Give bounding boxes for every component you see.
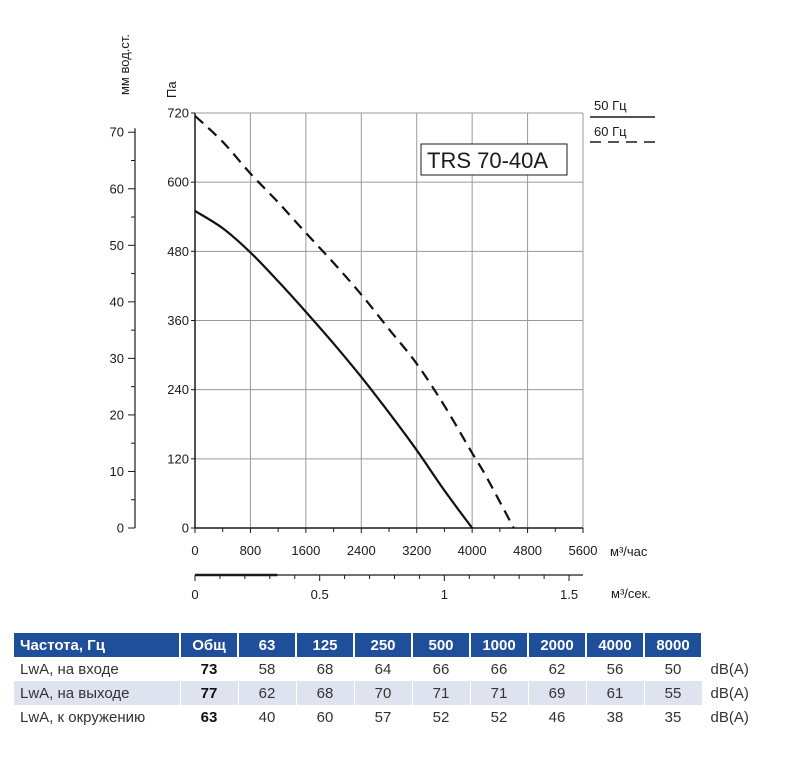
header-8000: 8000 bbox=[644, 633, 703, 657]
row-unit: dB(A) bbox=[702, 657, 760, 681]
cell-value: 66 bbox=[412, 657, 471, 681]
cell-value: 60 bbox=[296, 705, 355, 729]
cell-value: 66 bbox=[470, 657, 529, 681]
x-tick-label-m3s: 1.5 bbox=[560, 587, 578, 602]
cell-value: 56 bbox=[586, 657, 645, 681]
cell-value: 68 bbox=[296, 657, 355, 681]
y-tick-label-pa: 0 bbox=[182, 521, 189, 536]
cell-value: 40 bbox=[238, 705, 297, 729]
x-axis-unit-m3h: м³/час bbox=[610, 544, 648, 559]
cell-value: 46 bbox=[528, 705, 587, 729]
cell-value: 71 bbox=[470, 681, 529, 705]
header-1000: 1000 bbox=[470, 633, 529, 657]
model-label: TRS 70-40A bbox=[427, 148, 548, 173]
cell-value: 71 bbox=[412, 681, 471, 705]
x-tick-label-m3h: 4000 bbox=[458, 543, 487, 558]
header-2000: 2000 bbox=[528, 633, 587, 657]
x-tick-label-m3h: 1600 bbox=[291, 543, 320, 558]
cell-value: 52 bbox=[470, 705, 529, 729]
table-header-row: Частота, Гц Общ 63 125 250 500 1000 2000… bbox=[14, 633, 759, 657]
cell-value: 55 bbox=[644, 681, 703, 705]
model-label-box bbox=[420, 143, 568, 176]
cell-value: 50 bbox=[644, 657, 703, 681]
cell-value: 70 bbox=[354, 681, 413, 705]
sound-power-table: Частота, Гц Общ 63 125 250 500 1000 2000… bbox=[14, 633, 760, 729]
cell-value: 35 bbox=[644, 705, 703, 729]
header-125: 125 bbox=[296, 633, 355, 657]
x-tick-label-m3h: 2400 bbox=[347, 543, 376, 558]
y-tick-label-pa: 360 bbox=[167, 313, 189, 328]
header-500: 500 bbox=[412, 633, 471, 657]
cell-value: 69 bbox=[528, 681, 587, 705]
table-row: LwA, на выходе 77 62 68 70 71 71 69 61 5… bbox=[14, 681, 760, 705]
cell-value: 38 bbox=[586, 705, 645, 729]
legend-label-50hz: 50 Гц bbox=[594, 98, 627, 113]
y-tick-label-mm: 30 bbox=[110, 351, 124, 366]
cell-value: 52 bbox=[412, 705, 471, 729]
y-tick-label-pa: 240 bbox=[167, 382, 189, 397]
x-tick-label-m3h: 4800 bbox=[513, 543, 542, 558]
header-4000: 4000 bbox=[586, 633, 645, 657]
table-row: LwA, к окружению 63 40 60 57 52 52 46 38… bbox=[14, 705, 760, 729]
header-total: Общ bbox=[180, 633, 239, 657]
row-total: 77 bbox=[180, 681, 239, 705]
x-tick-label-m3h: 0 bbox=[191, 543, 198, 558]
cell-value: 62 bbox=[238, 681, 297, 705]
row-label: LwA, на входе bbox=[14, 657, 181, 681]
x-tick-label-m3h: 800 bbox=[240, 543, 262, 558]
y-tick-label-mm: 40 bbox=[110, 294, 124, 309]
x-tick-label-m3s: 0.5 bbox=[311, 587, 329, 602]
cell-value: 64 bbox=[354, 657, 413, 681]
x-tick-label-m3s: 1 bbox=[441, 587, 448, 602]
y-tick-label-pa: 480 bbox=[167, 244, 189, 259]
cell-value: 58 bbox=[238, 657, 297, 681]
y-tick-label-pa: 720 bbox=[167, 106, 189, 121]
legend-label-60hz: 60 Гц bbox=[594, 124, 627, 139]
y-tick-label-pa: 120 bbox=[167, 451, 189, 466]
row-unit: dB(A) bbox=[702, 705, 760, 729]
y-tick-label-mm: 10 bbox=[110, 464, 124, 479]
cell-value: 68 bbox=[296, 681, 355, 705]
y-axis-unit-pa: Па bbox=[164, 81, 179, 98]
curves bbox=[194, 115, 515, 529]
row-total: 63 bbox=[180, 705, 239, 729]
header-unit-spacer bbox=[702, 633, 759, 657]
cell-value: 61 bbox=[586, 681, 645, 705]
curve-50hz bbox=[194, 210, 474, 529]
row-unit: dB(A) bbox=[702, 681, 760, 705]
header-63: 63 bbox=[238, 633, 297, 657]
cell-value: 62 bbox=[528, 657, 587, 681]
row-total: 73 bbox=[180, 657, 239, 681]
row-label: LwA, на выходе bbox=[14, 681, 181, 705]
y-tick-label-pa: 600 bbox=[167, 175, 189, 190]
legend: 50 Гц 60 Гц bbox=[590, 98, 655, 143]
x-tick-label-m3s: 0 bbox=[191, 587, 198, 602]
x-tick-label-m3h: 3200 bbox=[402, 543, 431, 558]
table-row: LwA, на входе 73 58 68 64 66 66 62 56 50… bbox=[14, 657, 760, 681]
x-axis-unit-m3s: м³/сек. bbox=[611, 586, 651, 601]
curve-60hz bbox=[194, 115, 515, 529]
header-250: 250 bbox=[354, 633, 413, 657]
y-tick-label-mm: 50 bbox=[110, 238, 124, 253]
y-tick-label-mm: 60 bbox=[110, 181, 124, 196]
cell-value: 57 bbox=[354, 705, 413, 729]
row-label: LwA, к окружению bbox=[14, 705, 181, 729]
x-tick-label-m3h: 5600 bbox=[569, 543, 598, 558]
header-frequency: Частота, Гц bbox=[14, 633, 181, 657]
y-tick-label-mm: 20 bbox=[110, 407, 124, 422]
y-tick-label-mm: 0 bbox=[117, 521, 124, 536]
y-tick-label-mm: 70 bbox=[110, 125, 124, 140]
y-axis-unit-mm: мм вод.ст. bbox=[117, 34, 132, 95]
